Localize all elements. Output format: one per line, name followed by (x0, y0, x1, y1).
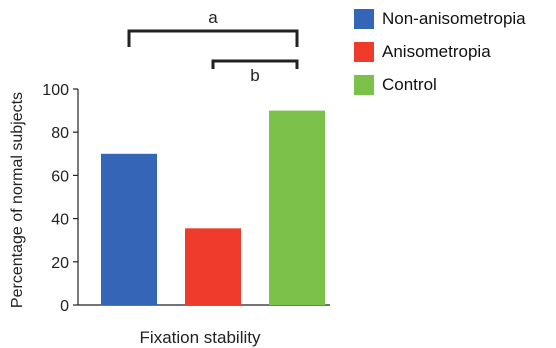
legend-label-anisometropia: Anisometropia (382, 42, 491, 61)
legend-label-control: Control (382, 75, 437, 94)
bar-non-anisometropia (101, 153, 157, 305)
significance-bracket-a (127, 29, 299, 47)
y-tick-label: 0 (60, 298, 69, 315)
significance-bracket-b (211, 59, 299, 69)
legend-label-non-anisometropia: Non-anisometropia (382, 9, 526, 28)
significance-brackets: ab (127, 8, 299, 85)
y-tick-label: 40 (51, 212, 69, 229)
y-tick-label: 20 (51, 255, 69, 272)
significance-label-b: b (250, 66, 259, 85)
legend-item-anisometropia: Anisometropia (354, 41, 526, 63)
legend-swatch-non-anisometropia (354, 9, 374, 29)
y-tick-label: 60 (51, 168, 69, 185)
legend: Non-anisometropia Anisometropia Control (354, 8, 526, 107)
y-axis-label: Percentage of normal subjects (9, 92, 26, 308)
legend-swatch-anisometropia (354, 42, 374, 62)
y-tick-label: 100 (42, 82, 69, 99)
bar-anisometropia (185, 228, 241, 305)
y-ticks: 0 20 40 60 80 100 (42, 82, 78, 315)
legend-item-control: Control (354, 74, 526, 96)
bar-control (269, 110, 325, 305)
legend-swatch-control (354, 75, 374, 95)
significance-label-a: a (208, 8, 218, 27)
x-axis-label: Fixation stability (140, 328, 261, 347)
bars (101, 110, 325, 305)
legend-item-non-anisometropia: Non-anisometropia (354, 8, 526, 30)
y-tick-label: 80 (51, 125, 69, 142)
